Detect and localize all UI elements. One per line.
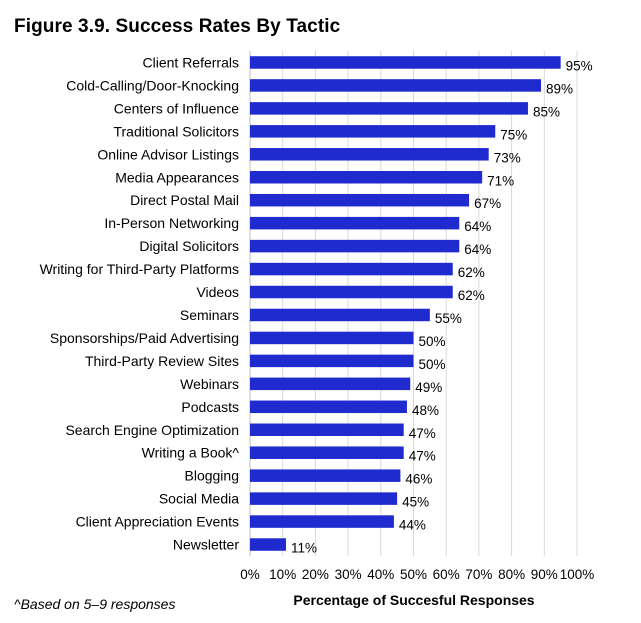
x-axis-label: Percentage of Succesful Responses [293, 592, 535, 608]
x-axis-ticks: 0% 10% 20% 30% 40% 50% 60% 70% 80% 90% 100% [240, 567, 594, 582]
value-label: 71% [487, 173, 514, 188]
value-label: 50% [419, 334, 446, 349]
category-label: Blogging [185, 468, 240, 484]
x-tick-label: 90% [531, 567, 558, 582]
category-label: Social Media [159, 491, 239, 507]
value-label: 47% [409, 426, 436, 441]
value-label: 64% [464, 219, 491, 234]
value-label: 73% [494, 150, 521, 165]
value-label: 46% [405, 472, 432, 487]
category-label: Writing a Book^ [142, 445, 240, 461]
category-label: Traditional Solicitors [113, 123, 239, 139]
bar [250, 285, 453, 299]
bar [250, 515, 394, 528]
value-label: 95% [566, 58, 593, 73]
bar [250, 79, 542, 92]
value-labels: 95% 89% 85% 75% 73% 71% 67% 64% 64% 62% 62% 55% 50% 5… [291, 58, 593, 555]
category-label: Podcasts [181, 399, 239, 415]
bar [250, 125, 496, 138]
value-label: 89% [546, 81, 573, 96]
category-label: Media Appearances [115, 169, 239, 185]
value-label: 47% [409, 449, 436, 464]
value-label: 64% [464, 242, 491, 257]
bar [250, 262, 453, 276]
bar [250, 354, 414, 368]
value-label: 49% [415, 380, 442, 395]
value-label: 62% [458, 265, 485, 280]
category-label: Client Referrals [143, 54, 239, 70]
bar [250, 56, 561, 69]
bar [250, 423, 404, 436]
value-label: 75% [500, 127, 527, 142]
bar [250, 308, 430, 322]
category-label: Sponsorships/Paid Advertising [50, 330, 239, 346]
bar [250, 492, 398, 505]
value-label: 48% [412, 403, 439, 418]
category-label: Cold-Calling/Door-Knocking [66, 77, 239, 93]
x-tick-label: 30% [335, 567, 362, 582]
category-labels: Client Referrals Cold-Calling/Door-Knocki… [40, 54, 240, 552]
bar [250, 193, 470, 207]
bar [250, 216, 460, 230]
category-label: Search Engine Optimization [65, 422, 239, 438]
value-label: 55% [435, 311, 462, 326]
x-tick-label: 50% [400, 567, 427, 582]
value-label: 62% [458, 288, 485, 303]
bar [250, 538, 286, 551]
footnote: ^Based on 5–9 responses [14, 596, 176, 612]
x-tick-label: 10% [269, 567, 296, 582]
bar [250, 148, 489, 161]
value-label: 11% [291, 541, 317, 556]
bar [250, 102, 528, 115]
category-label: Videos [196, 284, 239, 300]
category-label: Third-Party Review Sites [85, 353, 239, 369]
value-label: 50% [419, 357, 446, 372]
bar [250, 400, 407, 414]
x-tick-label: 100% [560, 567, 595, 582]
x-tick-label: 70% [465, 567, 492, 582]
value-label: 45% [402, 495, 429, 510]
x-tick-label: 0% [240, 567, 260, 582]
category-label: In-Person Networking [104, 215, 239, 231]
category-label: Newsletter [173, 537, 239, 553]
category-label: Writing for Third-Party Platforms [40, 261, 239, 277]
x-tick-label: 20% [302, 567, 329, 582]
bars [250, 56, 561, 551]
bar [250, 239, 460, 253]
value-label: 85% [533, 104, 560, 119]
x-tick-label: 40% [367, 567, 394, 582]
category-label: Client Appreciation Events [76, 514, 239, 530]
bar [250, 331, 414, 345]
category-label: Online Advisor Listings [97, 146, 239, 162]
bar [250, 446, 404, 459]
bar [250, 469, 401, 482]
category-label: Seminars [180, 307, 239, 323]
x-tick-label: 80% [498, 567, 525, 582]
category-label: Centers of Influence [114, 100, 240, 116]
bar [250, 377, 411, 391]
chart-title: Figure 3.9. Success Rates By Tactic [14, 16, 341, 37]
bar [250, 171, 483, 184]
value-label: 67% [474, 196, 501, 211]
value-label: 44% [399, 518, 426, 533]
x-tick-label: 60% [433, 567, 460, 582]
category-label: Webinars [180, 376, 239, 392]
category-label: Digital Solicitors [139, 238, 239, 254]
category-label: Direct Postal Mail [130, 192, 239, 208]
